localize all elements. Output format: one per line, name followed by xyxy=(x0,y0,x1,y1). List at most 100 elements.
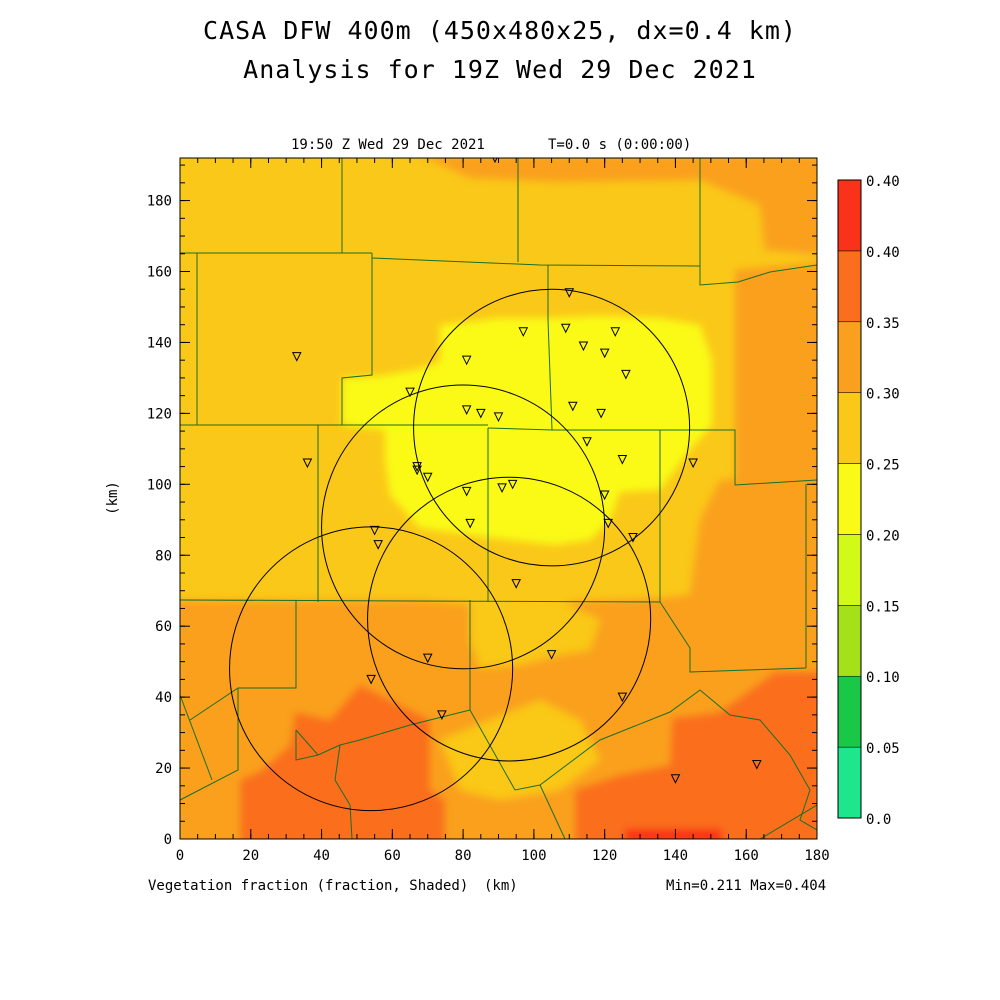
county-line xyxy=(539,784,566,839)
range-ring xyxy=(321,384,606,670)
county-line xyxy=(334,744,353,839)
station-marker xyxy=(752,760,762,770)
county-borders xyxy=(180,158,817,839)
station-marker xyxy=(461,355,472,366)
station-marker xyxy=(465,518,475,529)
y-tick-label: 100 xyxy=(147,477,172,493)
station-marker xyxy=(373,540,383,550)
colorbar-swatch xyxy=(837,179,862,252)
field-region-red-southeast xyxy=(575,672,817,839)
colorbar: 0.0 0.05 0.10 0.15 0.20 0.25 0.30 0.35 0.40 0.40 xyxy=(837,174,900,828)
range-ring xyxy=(367,476,652,762)
y-tick-label: 140 xyxy=(147,335,172,351)
field-label: Vegetation fraction (fraction, Shaded) xyxy=(148,878,469,894)
station-marker xyxy=(603,518,614,529)
county-line xyxy=(341,253,373,425)
station-marker xyxy=(621,369,631,380)
county-line xyxy=(659,601,807,673)
station-marker xyxy=(617,692,628,703)
colorbar-label: 0.15 xyxy=(866,599,900,615)
y-tick-label: 120 xyxy=(147,406,172,422)
y-tick-label: 40 xyxy=(155,690,172,706)
county-line xyxy=(371,257,701,267)
colorbar-label: 0.05 xyxy=(866,741,900,757)
station-marker xyxy=(369,525,380,536)
field-region-orange-north xyxy=(426,158,817,255)
county-line xyxy=(759,804,817,839)
station-marker xyxy=(493,412,504,423)
station-marker xyxy=(628,533,638,543)
colorbar-label: 0.35 xyxy=(866,316,900,332)
station-marker xyxy=(670,774,681,784)
station-marker xyxy=(596,408,606,419)
station-marker xyxy=(497,483,507,493)
x-axis: 0 20 40 60 80 100 120 140 160 180 xyxy=(176,158,830,864)
y-tick-label: 80 xyxy=(155,548,172,564)
y-axis-label: (km) xyxy=(105,481,121,515)
field-region-orange-northeast xyxy=(735,262,817,485)
y-tick-label: 60 xyxy=(155,619,172,635)
y-tick-label: 20 xyxy=(155,761,172,777)
station-markers xyxy=(291,158,762,784)
x-tick-label: 140 xyxy=(663,848,688,864)
station-marker xyxy=(412,465,422,476)
county-line xyxy=(180,688,239,801)
county-line xyxy=(295,730,319,761)
station-marker xyxy=(578,341,589,352)
x-tick-label: 180 xyxy=(804,848,829,864)
station-marker xyxy=(599,490,610,501)
colorbar-label: 0.20 xyxy=(866,528,900,544)
county-line xyxy=(189,600,297,721)
colorbar-swatch xyxy=(837,463,862,535)
x-tick-label: 40 xyxy=(313,848,330,864)
field-region-red-southwest xyxy=(240,685,445,839)
field-region-max xyxy=(625,829,722,839)
colorbar-swatch xyxy=(837,746,862,819)
radar-range-rings xyxy=(229,288,691,812)
range-ring xyxy=(413,288,691,567)
station-marker xyxy=(422,472,433,483)
x-tick-label: 0 xyxy=(176,848,184,864)
min-max-readout: Min=0.211 Max=0.404 xyxy=(666,878,827,894)
station-marker xyxy=(507,479,518,490)
station-marker xyxy=(475,408,486,419)
station-marker xyxy=(560,323,571,334)
colorbar-label: 0.10 xyxy=(866,670,900,686)
colorbar-swatch xyxy=(837,392,862,464)
valid-time: 19:50 Z Wed 29 Dec 2021 xyxy=(291,137,485,153)
county-line xyxy=(180,599,661,603)
field-region-yellow-orange-south xyxy=(440,700,600,800)
station-marker xyxy=(617,454,628,465)
y-tick-label: 160 xyxy=(147,265,172,281)
model-time: T=0.0 s (0:00:00) xyxy=(548,137,692,153)
colorbar-swatch xyxy=(837,605,862,677)
station-marker xyxy=(518,327,529,337)
colorbar-swatch xyxy=(837,675,862,748)
station-marker xyxy=(302,458,313,469)
colorbar-swatch xyxy=(837,250,862,323)
colorbar-swatch xyxy=(837,321,862,393)
county-line xyxy=(699,689,817,831)
county-line xyxy=(552,429,817,486)
colorbar-label: 0.0 xyxy=(866,812,891,828)
station-marker xyxy=(437,710,447,720)
county-line xyxy=(180,694,213,781)
station-marker xyxy=(405,387,415,398)
x-tick-label: 160 xyxy=(734,848,759,864)
county-line xyxy=(699,158,817,286)
station-marker xyxy=(291,352,302,362)
map-title: CASA DFW 400m (450x480x25, dx=0.4 km) xyxy=(203,16,797,45)
station-marker xyxy=(610,327,621,337)
field-region-yellow-core xyxy=(342,316,712,545)
station-marker xyxy=(582,437,592,447)
colorbar-swatch xyxy=(837,534,862,606)
station-marker xyxy=(568,401,578,412)
x-axis-unit: (km) xyxy=(484,878,518,894)
station-marker xyxy=(599,348,610,359)
map-subtitle: Analysis for 19Z Wed 29 Dec 2021 xyxy=(243,55,757,84)
station-marker xyxy=(461,486,472,497)
x-tick-label: 20 xyxy=(242,848,259,864)
colorbar-frame xyxy=(837,179,862,819)
station-marker xyxy=(546,650,557,660)
